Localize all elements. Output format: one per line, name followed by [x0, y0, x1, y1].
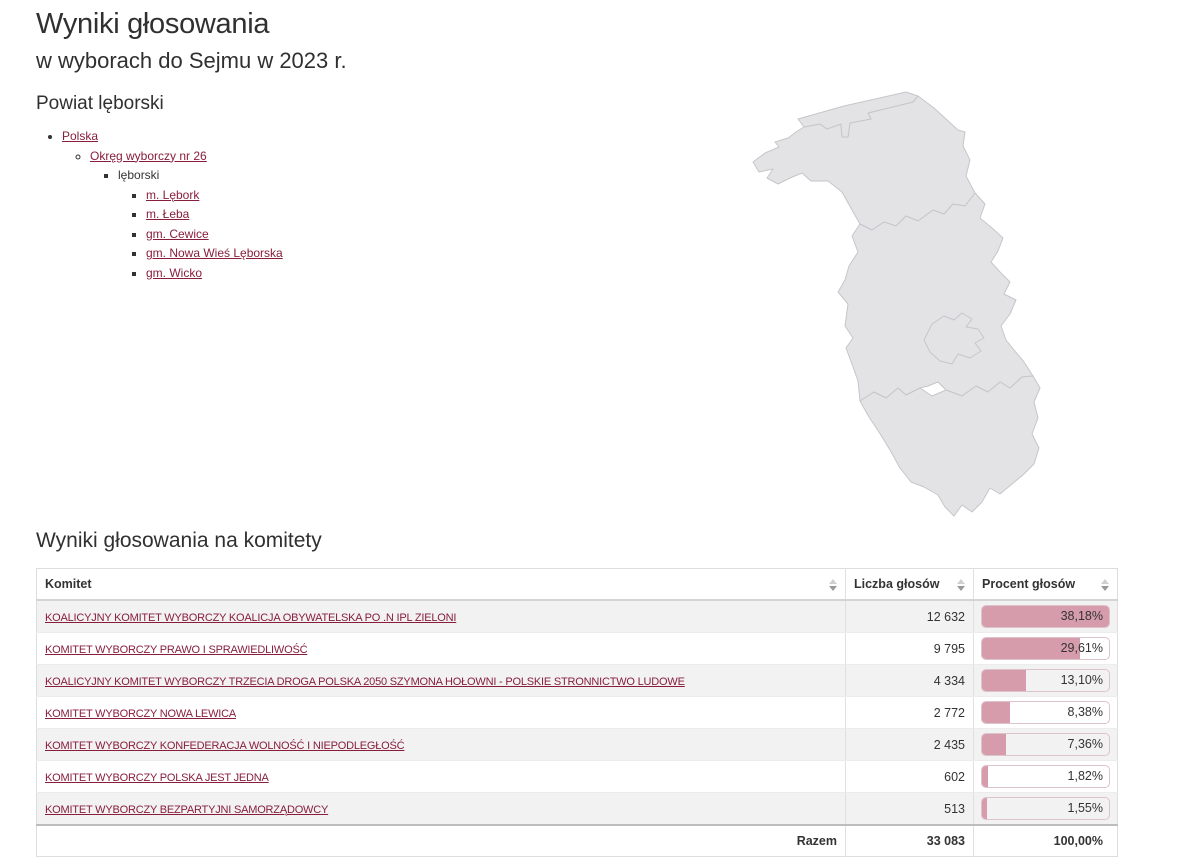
breadcrumb-link-cewice[interactable]: gm. Cewice: [146, 226, 209, 241]
breadcrumb-link-okreg[interactable]: Okręg wyborczy nr 26: [90, 148, 207, 163]
percent-value: 7,36%: [1067, 737, 1103, 751]
results-heading: Wyniki głosowania na komitety: [36, 529, 322, 552]
powiat-leborski-map-svg: [752, 91, 1041, 517]
breadcrumb-item-leba: m. Łeba: [146, 206, 736, 224]
breadcrumb-item-wicko: gm. Wicko: [146, 265, 736, 283]
breadcrumb-item-nowa-wies: gm. Nowa Wieś Lęborska: [146, 245, 736, 263]
breadcrumb-link-nowa-wies[interactable]: gm. Nowa Wieś Lęborska: [146, 246, 283, 261]
percent-value: 8,38%: [1067, 705, 1103, 719]
percent-bar-fill: [982, 638, 1081, 659]
percent-bar-fill: [982, 798, 988, 819]
column-label-percent: Procent głosów: [982, 577, 1076, 591]
percent-bar-fill: [982, 606, 1109, 627]
table-footer-row: Razem 33 083 100,00%: [36, 824, 1118, 857]
committee-link[interactable]: KOMITET WYBORCZY BEZPARTYJNI SAMORZĄDOWC…: [45, 803, 329, 816]
sort-icon: [829, 579, 837, 591]
percent-bar-fill: [982, 670, 1026, 691]
page-subtitle: w wyborach do Sejmu w 2023 r.: [36, 48, 347, 73]
percent-bar-fill: [982, 702, 1010, 723]
percent-bar: 29,61%: [981, 637, 1110, 660]
sort-icon: [1101, 579, 1109, 591]
column-label-committee: Komitet: [45, 577, 92, 591]
percent-bar: 7,36%: [981, 733, 1110, 756]
votes-value: 602: [845, 760, 974, 793]
table-row: KOMITET WYBORCZY PRAWO I SPRAWIEDLIWOŚĆ …: [36, 632, 1118, 665]
total-votes: 33 083: [845, 824, 974, 857]
committee-link[interactable]: KOALICYJNY KOMITET WYBORCZY KOALICJA OBY…: [45, 611, 457, 624]
breadcrumb-current-leborski: lęborski: [118, 168, 160, 183]
map-region-lebork[interactable]: [923, 312, 985, 365]
committee-link[interactable]: KOMITET WYBORCZY KONFEDERACJA WOLNOŚĆ I …: [45, 739, 405, 752]
table-row: KOMITET WYBORCZY BEZPARTYJNI SAMORZĄDOWC…: [36, 792, 1118, 826]
results-section: Wyniki głosowania na komitety Komitet Li…: [36, 529, 1118, 857]
column-header-committee[interactable]: Komitet: [36, 568, 846, 601]
committee-link[interactable]: KOALICYJNY KOMITET WYBORCZY TRZECIA DROG…: [45, 675, 685, 688]
total-percent: 100,00%: [973, 824, 1118, 857]
votes-value: 513: [845, 792, 974, 826]
votes-value: 2 435: [845, 728, 974, 761]
county-map: [748, 86, 1063, 534]
breadcrumb-link-leba[interactable]: m. Łeba: [146, 207, 190, 222]
committee-link[interactable]: KOMITET WYBORCZY POLSKA JEST JEDNA: [45, 771, 269, 784]
percent-bar: 8,38%: [981, 701, 1110, 724]
breadcrumb-link-lebork[interactable]: m. Lębork: [146, 187, 200, 202]
votes-value: 4 334: [845, 664, 974, 697]
page-header: Wyniki głosowania w wyborach do Sejmu w …: [36, 8, 736, 284]
column-label-votes: Liczba głosów: [854, 577, 940, 591]
percent-bar: 1,55%: [981, 797, 1110, 820]
sort-icon: [957, 579, 965, 591]
breadcrumb-item-polska: Polska Okręg wyborczy nr 26 lęborski m. …: [62, 128, 736, 282]
votes-value: 12 632: [845, 600, 974, 633]
table-row: KOALICYJNY KOMITET WYBORCZY KOALICJA OBY…: [36, 600, 1118, 633]
breadcrumb: Polska Okręg wyborczy nr 26 lęborski m. …: [36, 128, 736, 282]
breadcrumb-item-okreg: Okręg wyborczy nr 26 lęborski m. Lębork …: [90, 148, 736, 283]
map-region-leba[interactable]: [797, 91, 919, 138]
percent-bar: 13,10%: [981, 669, 1110, 692]
table-row: KOMITET WYBORCZY KONFEDERACJA WOLNOŚĆ I …: [36, 728, 1118, 761]
percent-value: 1,82%: [1067, 769, 1103, 783]
breadcrumb-item-lebork: m. Lębork: [146, 187, 736, 205]
percent-bar: 1,82%: [981, 765, 1110, 788]
breadcrumb-item-cewice: gm. Cewice: [146, 226, 736, 244]
page-title: Wyniki głosowania: [36, 8, 270, 40]
column-header-percent[interactable]: Procent głosów: [973, 568, 1118, 601]
table-header-row: Komitet Liczba głosów Procent głosów: [36, 568, 1118, 601]
total-label: Razem: [36, 824, 846, 857]
breadcrumb-link-polska[interactable]: Polska: [62, 129, 99, 143]
committee-link[interactable]: KOMITET WYBORCZY PRAWO I SPRAWIEDLIWOŚĆ: [45, 643, 308, 656]
percent-bar-fill: [982, 766, 989, 787]
table-row: KOMITET WYBORCZY NOWA LEWICA 2 772 8,38%: [36, 696, 1118, 729]
percent-bar-fill: [982, 734, 1007, 755]
column-header-votes[interactable]: Liczba głosów: [845, 568, 974, 601]
percent-value: 29,61%: [1060, 641, 1103, 655]
percent-value: 13,10%: [1060, 673, 1103, 687]
results-table: Komitet Liczba głosów Procent głosów KOA: [36, 568, 1118, 857]
percent-value: 1,55%: [1067, 801, 1103, 815]
table-row: KOALICYJNY KOMITET WYBORCZY TRZECIA DROG…: [36, 664, 1118, 697]
percent-bar: 38,18%: [981, 605, 1110, 628]
map-region-cewice[interactable]: [859, 375, 1041, 517]
votes-value: 9 795: [845, 632, 974, 665]
region-title: Powiat lęborski: [36, 93, 164, 114]
committee-link[interactable]: KOMITET WYBORCZY NOWA LEWICA: [45, 707, 236, 720]
votes-value: 2 772: [845, 696, 974, 729]
breadcrumb-link-wicko[interactable]: gm. Wicko: [146, 265, 203, 280]
table-row: KOMITET WYBORCZY POLSKA JEST JEDNA 602 1…: [36, 760, 1118, 793]
breadcrumb-item-leborski: lęborski m. Lębork m. Łeba gm. Cewice gm…: [118, 167, 736, 282]
percent-value: 38,18%: [1060, 609, 1103, 623]
